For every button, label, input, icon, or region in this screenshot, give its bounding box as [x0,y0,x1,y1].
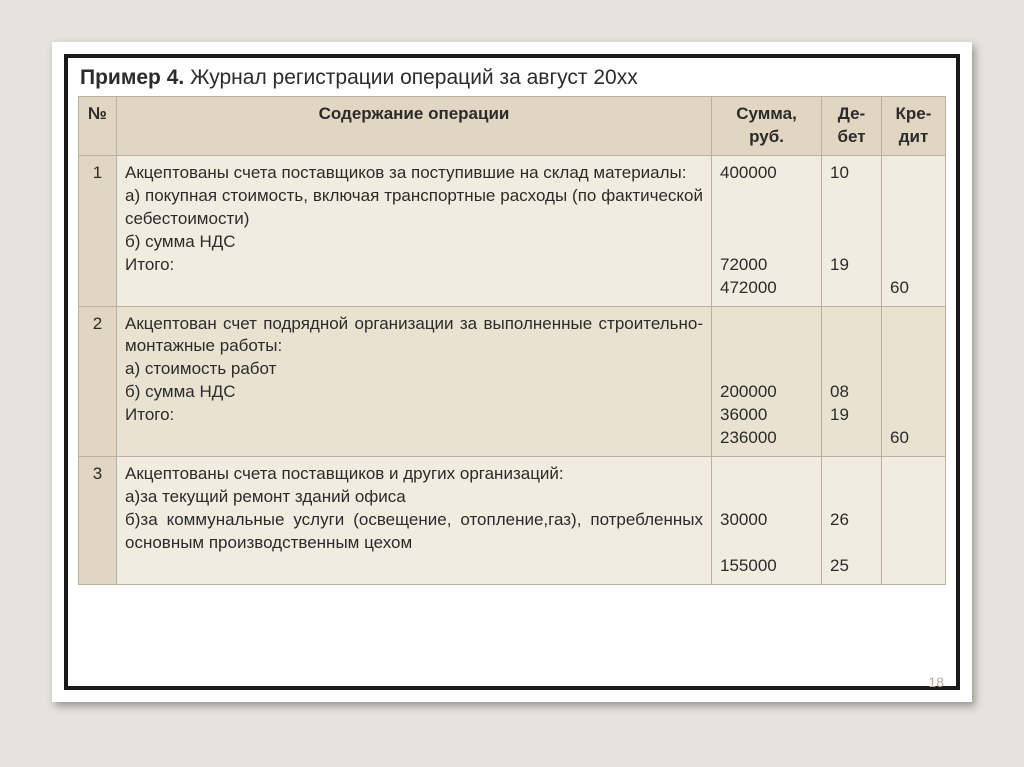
cell-desc: Акцептованы счета поставщиков и других о… [117,457,712,585]
col-debit: Де-бет [822,97,882,156]
cell-sum: 200000 36000 236000 [712,306,822,457]
cell-debit: 08 19 [822,306,882,457]
col-num: № [79,97,117,156]
cell-credit: 60 [882,306,946,457]
slide-card: Пример 4. Журнал регистрации операций за… [52,42,972,702]
cell-sum: 30000 155000 [712,457,822,585]
page-number: 18 [928,674,944,690]
table-row: 1Акцептованы счета поставщиков за поступ… [79,155,946,306]
slide-frame: Пример 4. Журнал регистрации операций за… [64,54,960,690]
cell-num: 2 [79,306,117,457]
col-desc: Содержание операции [117,97,712,156]
cell-debit: 26 25 [822,457,882,585]
cell-desc: Акцептован счет подрядной организации за… [117,306,712,457]
cell-credit [882,457,946,585]
title-bold: Пример 4. [80,66,184,89]
table-header-row: № Содержание операции Сумма, руб. Де-бет… [79,97,946,156]
col-credit: Кре-дит [882,97,946,156]
col-sum: Сумма, руб. [712,97,822,156]
cell-debit: 10 19 [822,155,882,306]
table-row: 3Акцептованы счета поставщиков и других … [79,457,946,585]
cell-num: 1 [79,155,117,306]
table-row: 2Акцептован счет подрядной организации з… [79,306,946,457]
cell-credit: 60 [882,155,946,306]
table-body: 1Акцептованы счета поставщиков за поступ… [79,155,946,584]
cell-desc: Акцептованы счета поставщиков за поступи… [117,155,712,306]
title-rest: Журнал регистрации операций за август 20… [184,66,637,89]
cell-num: 3 [79,457,117,585]
operations-table: № Содержание операции Сумма, руб. Де-бет… [78,96,946,585]
slide-title: Пример 4. Журнал регистрации операций за… [80,66,946,90]
cell-sum: 400000 72000 472000 [712,155,822,306]
